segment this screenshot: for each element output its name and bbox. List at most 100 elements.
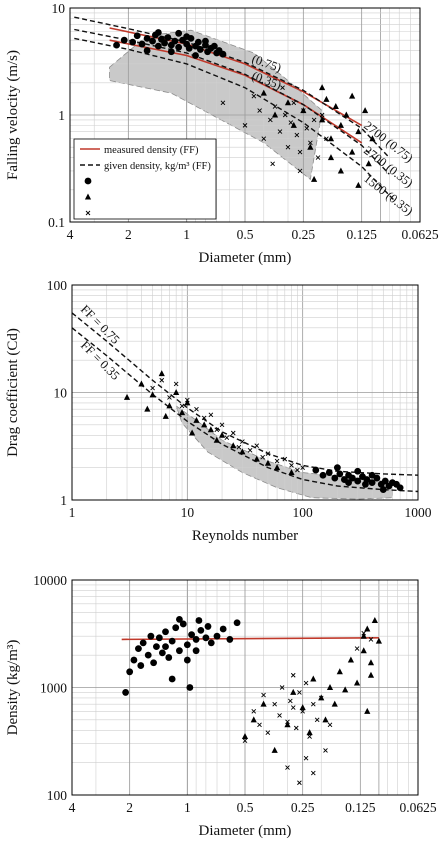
data-point-triangle [355,128,362,135]
data-point-circle [213,632,221,640]
legend-marker-circle [84,177,92,185]
series-line [71,327,419,493]
data-point-circle [192,52,199,59]
data-point-circle [207,639,215,647]
series-cross [220,85,329,174]
data-point-circle [176,647,183,655]
data-point-circle [396,484,404,492]
data-point-cross [251,709,257,714]
data-point-triangle [273,464,281,471]
data-point-cross [290,672,296,678]
data-point-circle [368,479,376,487]
series-triangle [260,84,376,188]
data-point-cross [247,447,253,453]
y-axis-title: Falling velocity (m/s) [5,50,21,180]
x-tick-label: 0.0625 [401,227,438,242]
data-point-triangle [284,721,291,728]
data-point-cross [361,630,367,636]
data-point-cross [318,695,324,701]
series-circle [122,616,241,696]
data-point-circle [345,479,352,487]
data-point-triangle [364,707,371,714]
data-point-circle [197,626,205,634]
data-point-triangle [290,121,297,128]
x-tick-label: 0.5 [237,227,254,242]
y-tick-label: 100 [47,278,68,293]
data-point-cross [311,117,317,123]
legend-box [73,138,217,220]
x-tick-label: 0.5 [237,800,254,815]
y-tick-label: 0.1 [48,215,65,230]
data-point-triangle [365,160,372,167]
data-point-circle [137,662,145,669]
data-point-triangle [239,448,246,455]
x-tick-label: 4 [69,800,76,815]
data-point-triangle [349,148,356,155]
data-point-cross [297,780,302,786]
legend-label: measured density (FF) [104,145,199,156]
data-point-circle [168,675,176,683]
data-point-circle [354,467,362,475]
series-triangle [123,370,295,476]
data-point-circle [133,32,141,40]
data-point-cross [265,730,271,735]
data-point-cross [282,456,288,462]
data-point-circle [219,625,227,633]
data-point-triangle [367,659,375,666]
y-tick-label: 1 [58,108,65,123]
data-point-triangle [353,679,361,686]
series-circle [312,464,404,493]
series-circle [113,29,227,59]
data-point-circle [202,634,210,642]
data-point-circle [154,42,162,50]
data-point-cross [303,755,309,761]
data-point-circle [202,37,209,45]
data-point-cross [324,136,329,142]
data-point-cross [201,415,207,421]
y-axis-title: Density (kg/m³) [5,640,21,736]
series-cross [242,630,374,786]
legend-label: given density, kg/m³ (FF) [104,161,211,172]
series-line [74,28,390,175]
data-point-circle [143,34,151,42]
data-point-triangle [343,111,350,118]
legend-marker-cross [85,210,91,216]
data-point-triangle [288,469,295,476]
data-point-triangle [342,686,349,693]
data-point-cross [277,713,282,718]
data-point-cross [268,117,273,123]
data-point-triangle [166,402,173,409]
data-point-cross [295,467,300,473]
data-point-circle [233,619,241,627]
data-point-cross [280,85,285,91]
data-point-circle [183,641,191,649]
plot-frame [71,579,419,796]
data-point-triangle [213,436,220,443]
data-point-circle [195,617,203,624]
data-point-triangle [306,729,313,736]
data-point-cross [179,403,185,409]
y-tick-label: 10000 [33,573,67,588]
data-point-cross [272,104,278,109]
x-tick-label: 100 [293,505,314,520]
data-point-circle [354,477,362,485]
data-point-triangle [184,399,191,406]
data-point-cross [150,385,155,391]
data-point-circle [210,42,218,50]
series-line [121,637,379,641]
data-point-triangle [375,637,382,644]
data-point-circle [162,643,169,651]
data-point-cross [214,427,220,433]
data-point-triangle [250,716,257,723]
data-point-triangle [264,459,272,466]
data-point-cross [236,444,242,450]
data-point-triangle [123,393,131,400]
data-point-cross [272,701,277,707]
x-tick-label: 4 [67,227,74,242]
chart-3: 4 2 1 0.5 0.25 0.125 0.0625 100 1000 10000 Diamete… [5,573,437,839]
x-tick-label: 0.125 [346,227,377,242]
data-point-circle [325,469,333,476]
data-point-circle [158,649,166,657]
data-point-cross [261,692,266,698]
data-point-circle [226,636,234,643]
